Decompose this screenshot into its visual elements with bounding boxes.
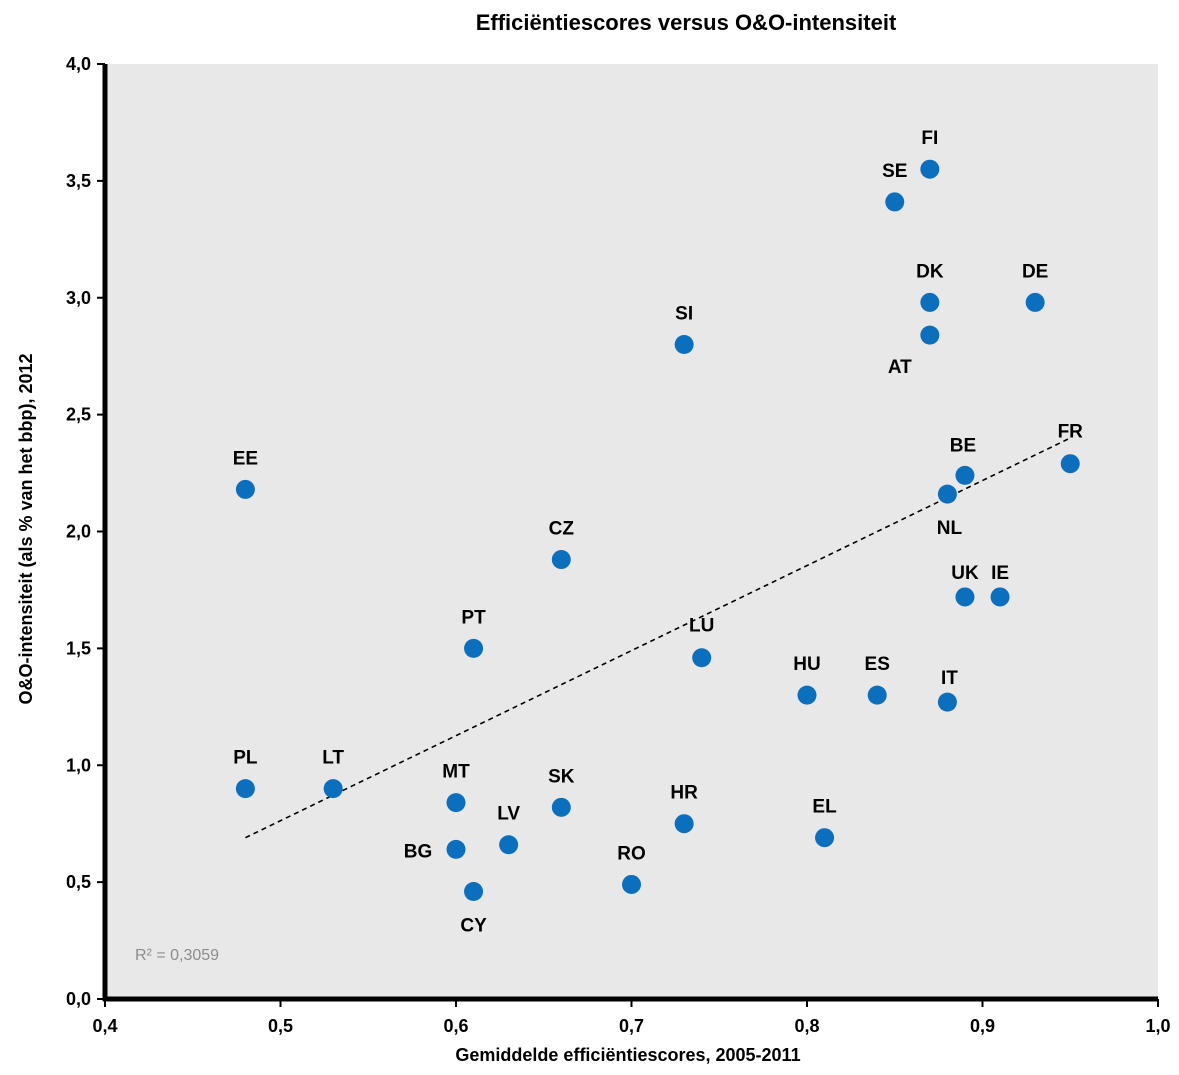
x-tick-label: 0,9: [970, 1016, 995, 1036]
point-label-de: DE: [1022, 261, 1048, 282]
point-label-lt: LT: [322, 748, 344, 769]
y-tick-label: 0,0: [66, 989, 91, 1009]
data-point-de: [1025, 292, 1045, 312]
data-point-cy: [464, 881, 484, 901]
point-label-at: AT: [888, 357, 912, 378]
data-point-nl: [937, 484, 957, 504]
point-label-dk: DK: [916, 261, 944, 282]
r-squared-annotation: R² = 0,3059: [135, 947, 219, 964]
point-label-lv: LV: [497, 804, 520, 825]
data-point-hu: [797, 685, 817, 705]
data-point-fr: [1060, 454, 1080, 474]
data-point-el: [815, 828, 835, 848]
point-label-cz: CZ: [549, 519, 575, 540]
point-label-pl: PL: [233, 748, 258, 769]
y-tick-label: 2,0: [66, 522, 91, 542]
y-tick-label: 1,5: [66, 638, 91, 658]
data-point-at: [920, 325, 940, 345]
point-label-lu: LU: [689, 616, 714, 637]
x-axis-label: Gemiddelde efficiëntiescores, 2005-2011: [455, 1045, 800, 1065]
point-label-uk: UK: [951, 563, 979, 584]
data-point-pt: [464, 638, 484, 658]
data-point-cz: [551, 550, 571, 570]
chart-title: Efficiëntiescores versus O&O-intensiteit: [476, 10, 897, 35]
x-tick-label: 0,6: [443, 1016, 468, 1036]
point-label-el: EL: [812, 797, 837, 818]
data-point-lt: [323, 779, 343, 799]
point-label-ee: EE: [233, 448, 258, 469]
plot-area: [105, 64, 1158, 999]
point-label-bg: BG: [404, 841, 433, 862]
point-label-sk: SK: [548, 766, 575, 787]
data-point-ee: [235, 479, 255, 499]
x-tick-label: 0,7: [619, 1016, 644, 1036]
y-tick-label: 2,5: [66, 405, 91, 425]
point-label-ie: IE: [991, 563, 1009, 584]
data-point-uk: [955, 587, 975, 607]
point-label-hu: HU: [793, 654, 820, 675]
y-axis-label: O&O-intensiteit (als % van het bbp), 201…: [16, 353, 36, 704]
point-label-fi: FI: [921, 128, 938, 149]
point-label-mt: MT: [442, 762, 470, 783]
y-tick-label: 1,0: [66, 755, 91, 775]
data-point-sk: [551, 797, 571, 817]
data-point-hr: [674, 814, 694, 834]
y-tick-label: 3,0: [66, 288, 91, 308]
point-label-hr: HR: [670, 783, 698, 804]
point-label-se: SE: [882, 161, 907, 182]
data-point-mt: [446, 793, 466, 813]
data-point-es: [867, 685, 887, 705]
data-point-se: [885, 192, 905, 212]
data-point-dk: [920, 292, 940, 312]
data-point-be: [955, 465, 975, 485]
point-label-fr: FR: [1058, 422, 1084, 443]
data-point-ro: [622, 874, 641, 894]
data-point-fi: [920, 159, 940, 179]
point-label-si: SI: [675, 304, 693, 325]
point-label-nl: NL: [937, 518, 963, 539]
data-point-si: [674, 335, 694, 354]
data-point-bg: [446, 839, 466, 859]
x-tick-label: 0,5: [268, 1016, 293, 1036]
point-label-es: ES: [865, 654, 890, 675]
data-point-lv: [499, 835, 519, 855]
x-tick-label: 1,0: [1145, 1016, 1170, 1036]
data-point-lu: [692, 648, 712, 668]
y-tick-label: 3,5: [66, 171, 91, 191]
point-label-ro: RO: [617, 843, 646, 864]
point-label-it: IT: [941, 668, 958, 689]
y-tick-label: 4,0: [66, 54, 91, 74]
y-tick-label: 0,5: [66, 872, 91, 892]
x-tick-label: 0,8: [794, 1016, 819, 1036]
data-point-ie: [990, 587, 1010, 607]
x-tick-label: 0,4: [92, 1016, 117, 1036]
data-point-it: [937, 692, 957, 712]
point-label-pt: PT: [461, 607, 486, 628]
data-point-pl: [235, 779, 255, 799]
point-label-cy: CY: [460, 915, 487, 936]
point-label-be: BE: [950, 435, 976, 456]
